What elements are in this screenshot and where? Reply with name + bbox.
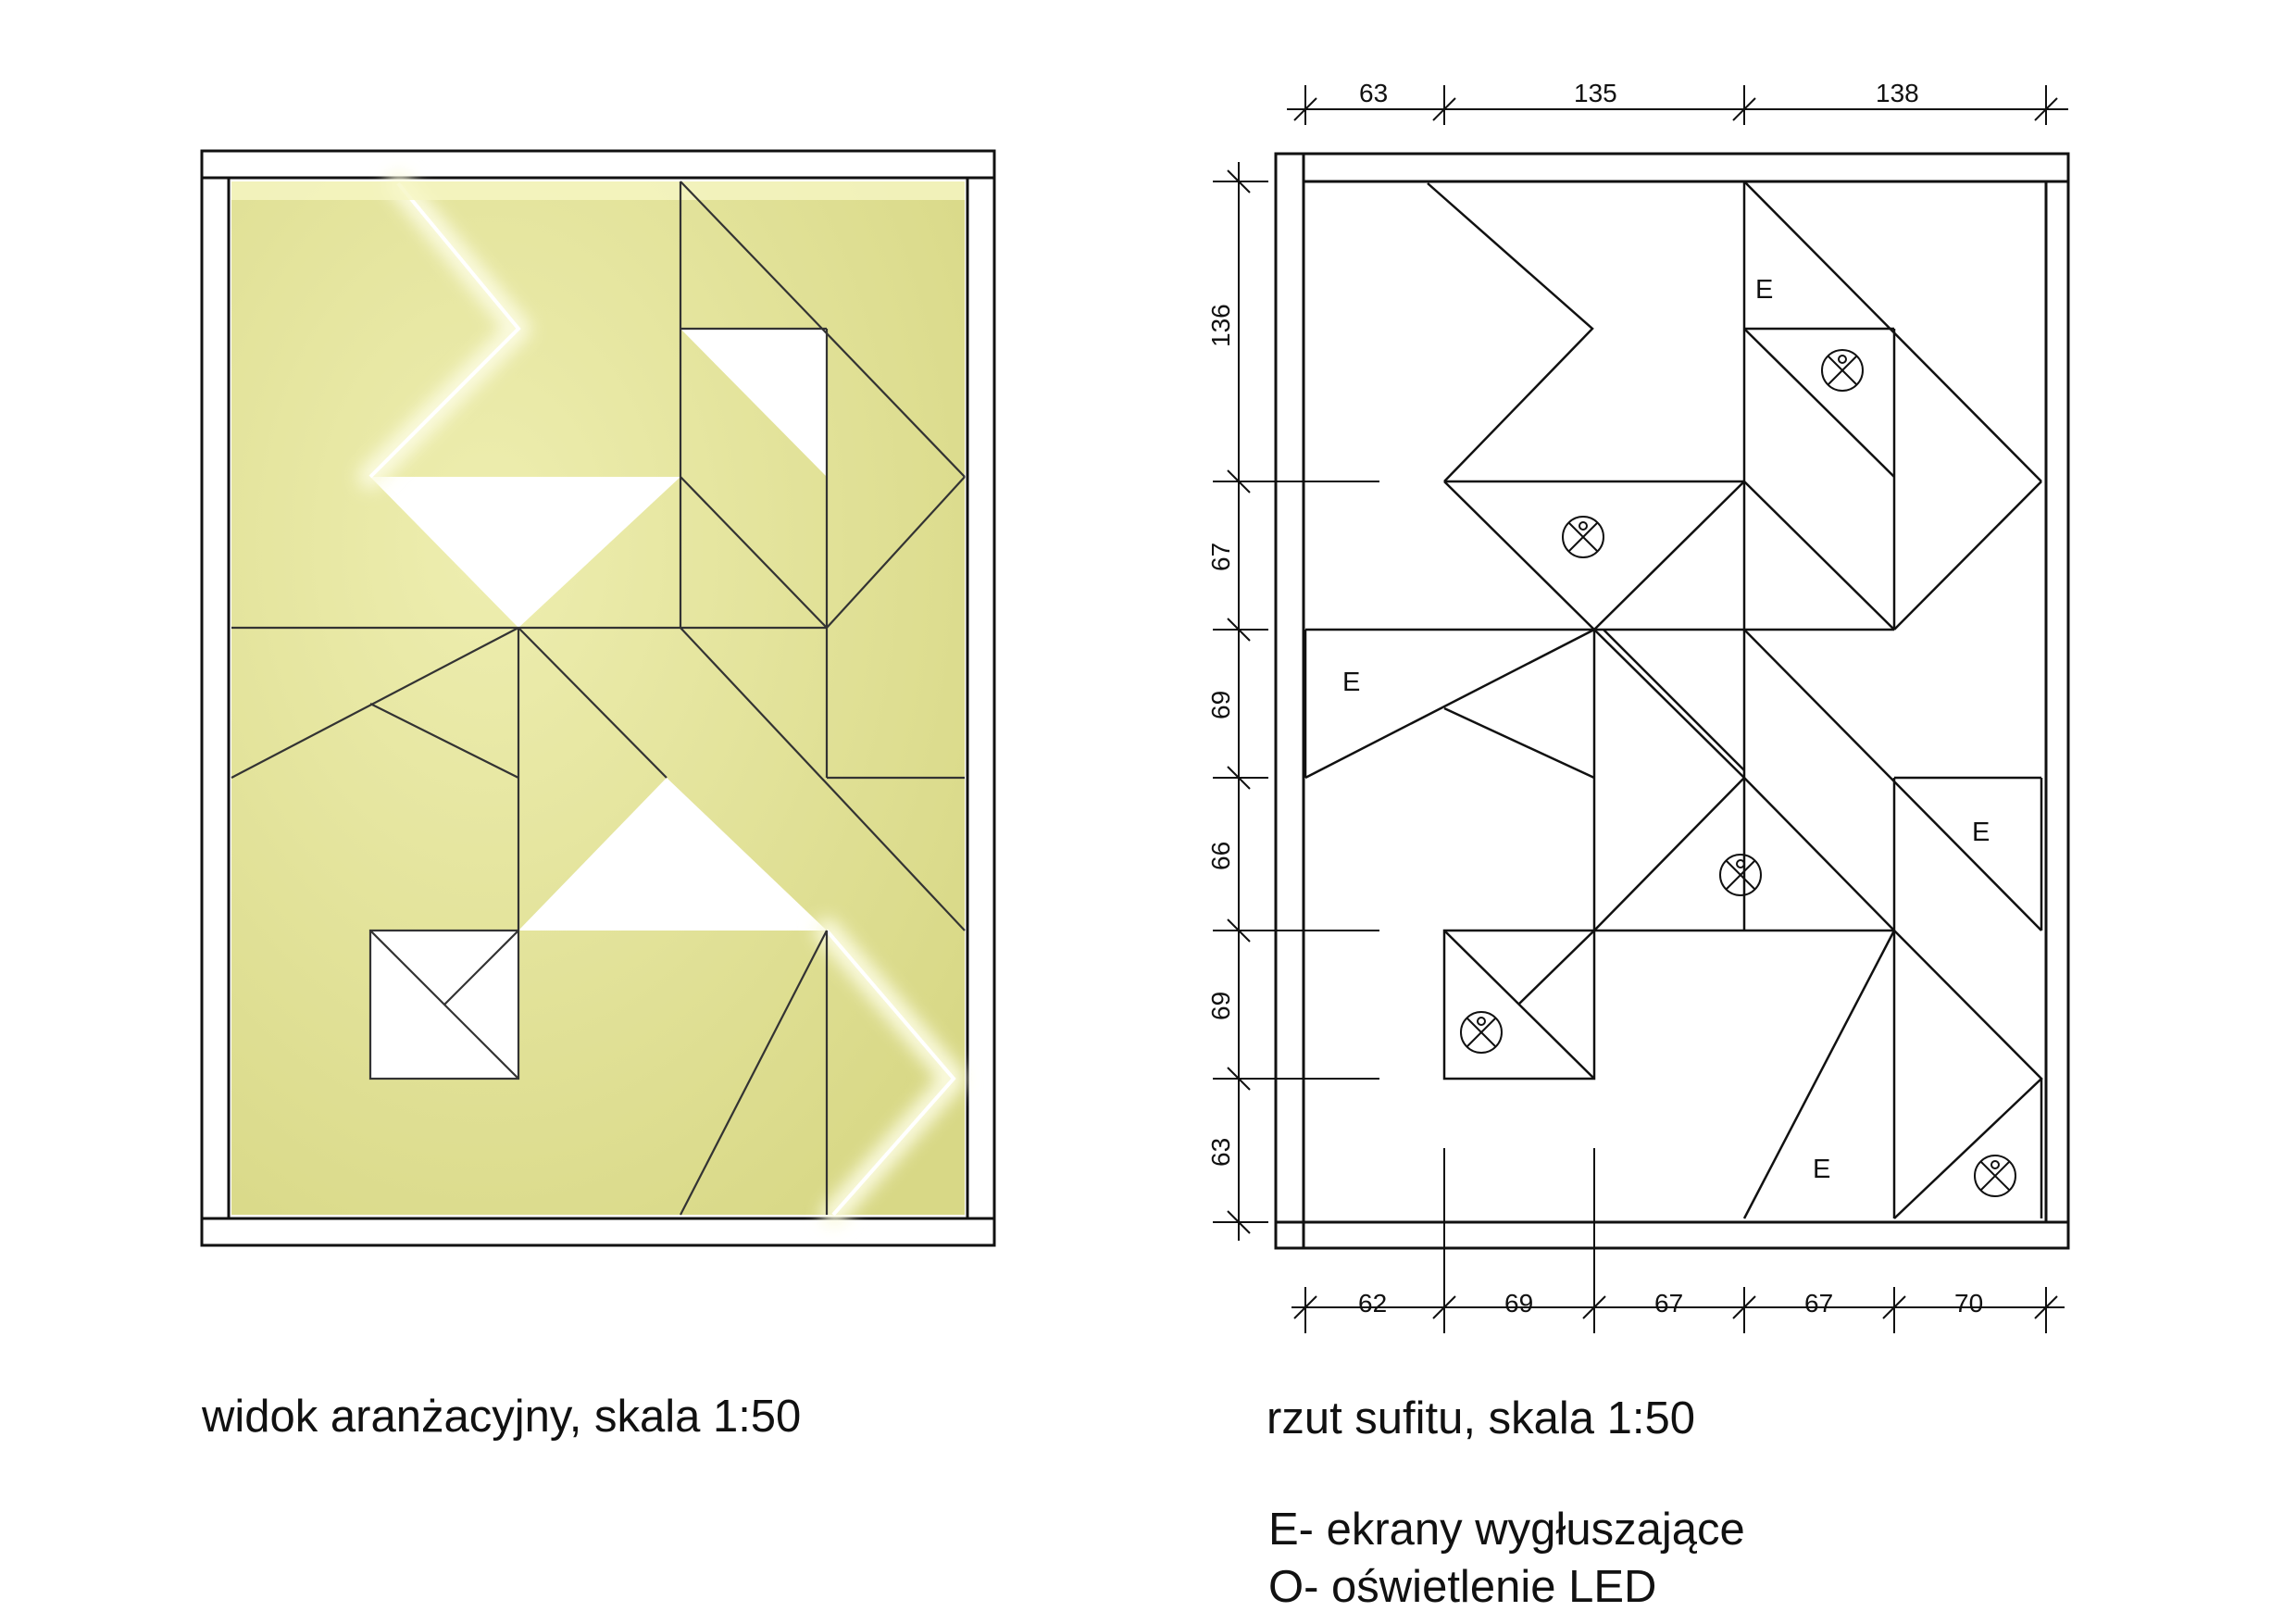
dimension-label: 67 — [1804, 1289, 1833, 1318]
ceiling-plan: E E E E 63 135 138 — [1206, 79, 2070, 1333]
dimension-label: 69 — [1504, 1289, 1533, 1318]
plan-room-frame — [1274, 152, 2070, 1250]
dimension-label: 66 — [1206, 842, 1235, 870]
dimension-label: 70 — [1954, 1289, 1983, 1318]
acoustic-screen-mark: E — [1755, 275, 1773, 305]
plan-panel-outlines — [1304, 181, 2043, 1219]
arrangement-view-caption: widok aranżacyjny, skala 1:50 — [202, 1392, 802, 1442]
dimension-label: 67 — [1206, 543, 1235, 571]
dimension-label: 63 — [1359, 79, 1388, 107]
dimension-chain-top — [1287, 85, 2068, 125]
led-fixture-icon — [1974, 1155, 2016, 1197]
led-slot-zigzag — [368, 181, 956, 1217]
led-fixture-icon — [1460, 1011, 1503, 1054]
arrangement-panel-joints — [231, 181, 966, 1216]
ceiling-plan-caption: rzut sufitu, skala 1:50 — [1267, 1393, 1696, 1443]
acoustic-screen-mark: E — [1342, 668, 1360, 697]
top-light-band — [231, 181, 965, 200]
acoustic-screen-mark: E — [1813, 1155, 1830, 1184]
legend-led-lighting: O- oświetlenie LED — [1268, 1562, 1657, 1612]
dimension-label: 138 — [1876, 79, 1919, 107]
led-fixtures — [1460, 349, 2016, 1197]
dimension-label: 63 — [1206, 1138, 1235, 1167]
led-fixture-icon — [1719, 854, 1762, 896]
ceiling-panels-surface — [231, 181, 965, 1215]
dimension-label: 69 — [1206, 691, 1235, 719]
arrangement-view — [200, 149, 996, 1247]
dimension-label: 62 — [1358, 1289, 1387, 1318]
dimension-label: 69 — [1206, 992, 1235, 1020]
dimension-chain-bottom — [1292, 1148, 2065, 1333]
led-fixture-icon — [1562, 516, 1604, 558]
dimension-label: 136 — [1206, 304, 1235, 347]
dimension-chain-left — [1213, 162, 1379, 1241]
led-fixture-icon — [1821, 349, 1864, 392]
dimension-label: 135 — [1574, 79, 1617, 107]
arrangement-room-frame — [200, 149, 996, 1247]
legend-acoustic-screens: E- ekrany wygłuszające — [1268, 1505, 1745, 1555]
dimension-label: 67 — [1654, 1289, 1683, 1318]
acoustic-screen-mark: E — [1972, 818, 1990, 847]
